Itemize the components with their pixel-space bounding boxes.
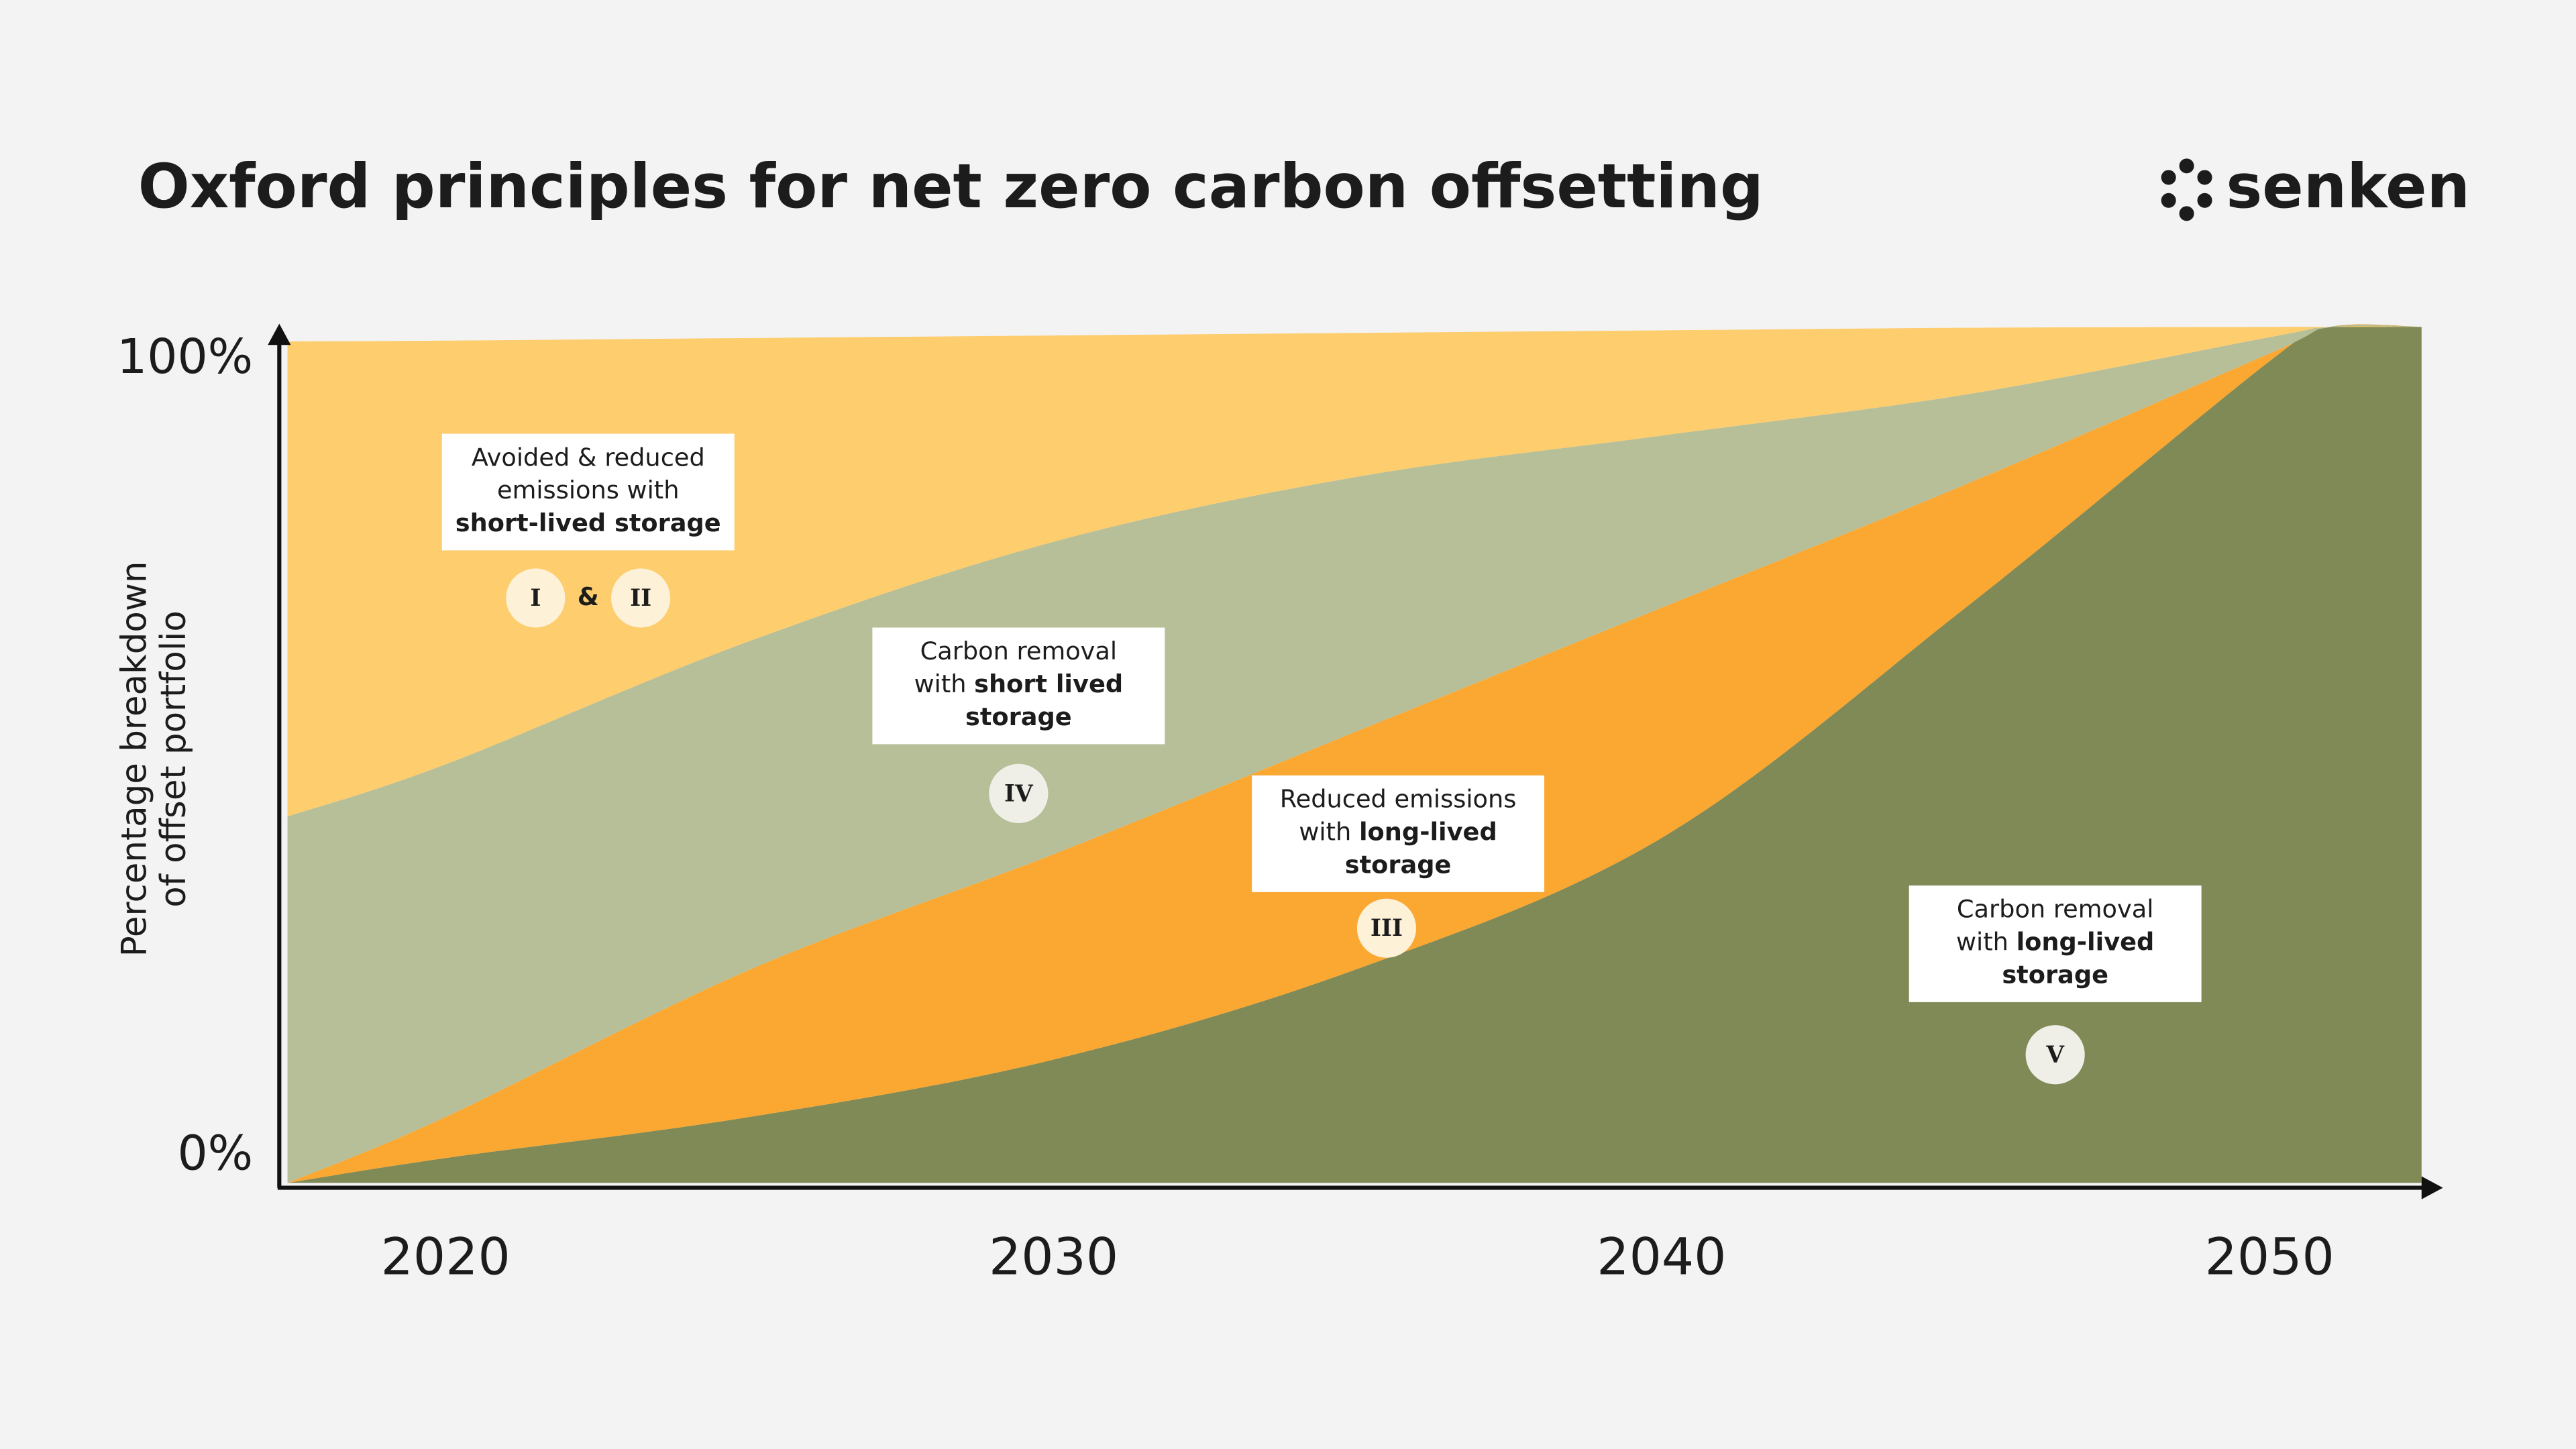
annotation-text: Carbon removal — [920, 637, 1118, 665]
axes — [268, 323, 2443, 1199]
badge-label: IV — [1004, 780, 1034, 807]
badge-joiner: & — [578, 582, 599, 611]
annotation-segment: with — [914, 669, 975, 698]
badge — [1356, 898, 1417, 958]
y-tick-label: 0% — [177, 1126, 253, 1181]
annotation-text: Avoided & reduced — [472, 443, 705, 472]
badge — [611, 568, 671, 628]
annotation-segment: Reduced emissions — [1280, 784, 1517, 813]
annotation-segment: with — [1299, 817, 1359, 846]
annotation-box — [441, 433, 735, 551]
annotation-box — [1909, 885, 2202, 1002]
badge-label: III — [1371, 915, 1403, 942]
area — [287, 326, 2422, 817]
annotation-segment: emissions with — [497, 476, 679, 504]
x-tick-label: 2040 — [1597, 1227, 1726, 1286]
brand: senken — [2226, 152, 2470, 222]
annotation-segment: storage — [1345, 850, 1452, 879]
annotation-text: short-lived storage — [455, 508, 721, 537]
area — [287, 324, 2422, 1183]
annotation-text: storage — [1345, 850, 1452, 879]
annotation-text: Reduced emissions — [1280, 784, 1517, 813]
badge — [2025, 1025, 2085, 1085]
y-axis-label: Percentage breakdownof offset portfolio — [114, 561, 194, 957]
annotation-segment: storage — [2002, 960, 2108, 989]
annotation-text: with long-lived — [1299, 817, 1497, 846]
annotation-text: emissions with — [497, 476, 679, 504]
annotation-box — [872, 627, 1165, 745]
x-tick-label: 2020 — [381, 1227, 511, 1286]
y-axis-label-line: of offset portfolio — [154, 610, 194, 908]
annotation-segment: Carbon removal — [1957, 894, 2154, 923]
annotation-segment: with — [1956, 927, 2017, 956]
logo-icon — [2161, 158, 2212, 221]
annotation-segment: Carbon removal — [920, 637, 1118, 665]
annotation-segment: short-lived storage — [455, 508, 721, 537]
badge — [989, 763, 1049, 823]
x-tick-label: 2050 — [2205, 1227, 2334, 1286]
badge — [506, 568, 566, 628]
badge-label: I — [530, 585, 541, 612]
annotation-text: Carbon removal — [1957, 894, 2154, 923]
annotation-text: storage — [2002, 960, 2108, 989]
annotation-text: with short lived — [914, 669, 1124, 698]
annotation-segment: long-lived — [1359, 817, 1497, 846]
y-axis-label-line: Percentage breakdown — [114, 561, 154, 957]
annotation-text: with long-lived — [1956, 927, 2154, 956]
annotation-segment: storage — [965, 702, 1072, 731]
annotation-segment: short lived — [974, 669, 1123, 698]
badge-label: V — [2045, 1042, 2065, 1069]
annotation-segment: Avoided & reduced — [472, 443, 705, 472]
annotation-segment: long-lived — [2017, 927, 2155, 956]
y-tick-label: 100% — [117, 329, 253, 384]
areas — [287, 324, 2422, 1183]
area — [287, 324, 2422, 1183]
area — [287, 325, 2422, 1183]
annotations: Avoided & reduced emissions with short-liv… — [441, 433, 2202, 1085]
x-tick-label: 2030 — [989, 1227, 1118, 1286]
annotation-box — [1252, 775, 1545, 892]
chart-title: Oxford principles for net zero carbon of… — [138, 152, 1764, 222]
annotation-text: storage — [965, 702, 1072, 731]
badge-label: II — [630, 585, 651, 612]
